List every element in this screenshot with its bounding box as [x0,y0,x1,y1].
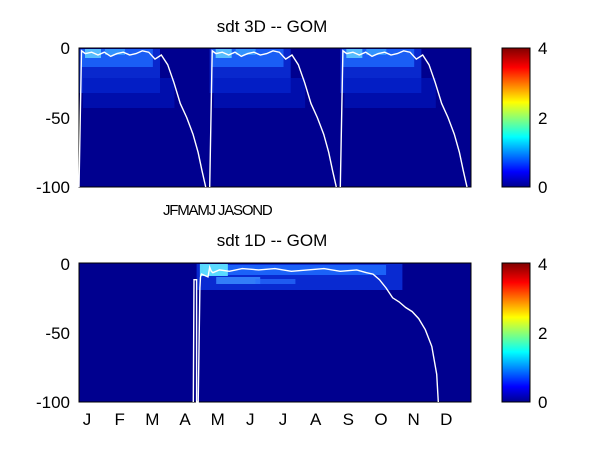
bottom-cbar-tick-0: 0 [538,393,547,412]
top-mixed-layer-line [78,49,468,188]
bottom-heatmap [79,263,471,402]
bottom-xtick-5: J [246,410,255,429]
bottom-ytick-0: 0 [61,255,70,274]
top-mld-line-year-1 [78,49,207,188]
bottom-xtick-6: J [279,410,288,429]
bottom-heat-subsurface [255,279,296,284]
bottom-xtick-7: A [310,410,322,429]
bottom-ytick-100: -100 [36,393,70,412]
bottom-xtick-9: O [374,410,387,429]
top-cbar-tick-4: 4 [538,39,547,58]
bottom-heat-subsurface [216,277,261,284]
top-cbar-tick-2: 2 [538,109,547,128]
bottom-xtick-2: M [145,410,159,429]
bottom-xtick-4: M [211,410,225,429]
bottom-title: sdt 1D -- GOM [217,231,328,250]
top-cbar-tick-0: 0 [538,178,547,197]
bottom-xtick-1: F [115,410,125,429]
bottom-colorbar [501,262,531,403]
bottom-ytick-50: -50 [45,324,70,343]
top-ytick-50: -50 [45,109,70,128]
top-heatmap [79,48,471,187]
top-title: sdt 3D -- GOM [217,17,328,36]
bottom-plot-frame [78,262,472,403]
top-colorbar [501,47,531,188]
bottom-xtick-10: N [408,410,420,429]
top-plot-frame [78,47,472,188]
top-heat-band-deep [213,78,306,108]
top-ytick-100: -100 [36,178,70,197]
top-heat-hotspot [366,49,387,55]
bottom-mixed-layer-line [192,264,439,403]
top-mld-line-year-3 [339,49,468,188]
bottom-heat-hotspot [199,264,228,276]
top-xtick-months: JFMAMJ JASOND [163,202,273,219]
top-heat-hotspot [235,49,256,55]
top-heat-hotspot [105,49,125,55]
bottom-xtick-3: A [179,410,191,429]
bottom-cbar-tick-2: 2 [538,324,547,343]
bottom-heat-band-upper [203,265,387,275]
bottom-xtick-8: S [343,410,354,429]
top-ytick-0: 0 [61,39,70,58]
top-panel: sdt 3D -- GOM 0 -50 -100 JFMAMJ JASOND 4… [36,17,548,219]
bottom-xtick-0: J [83,410,92,429]
bottom-cbar-tick-4: 4 [538,255,547,274]
top-mld-line-year-2 [209,49,337,188]
bottom-mld-line [192,264,439,403]
bottom-xtick-11: D [440,410,452,429]
top-heat-band-deep [83,78,175,108]
top-heat-band-deep [344,78,436,108]
